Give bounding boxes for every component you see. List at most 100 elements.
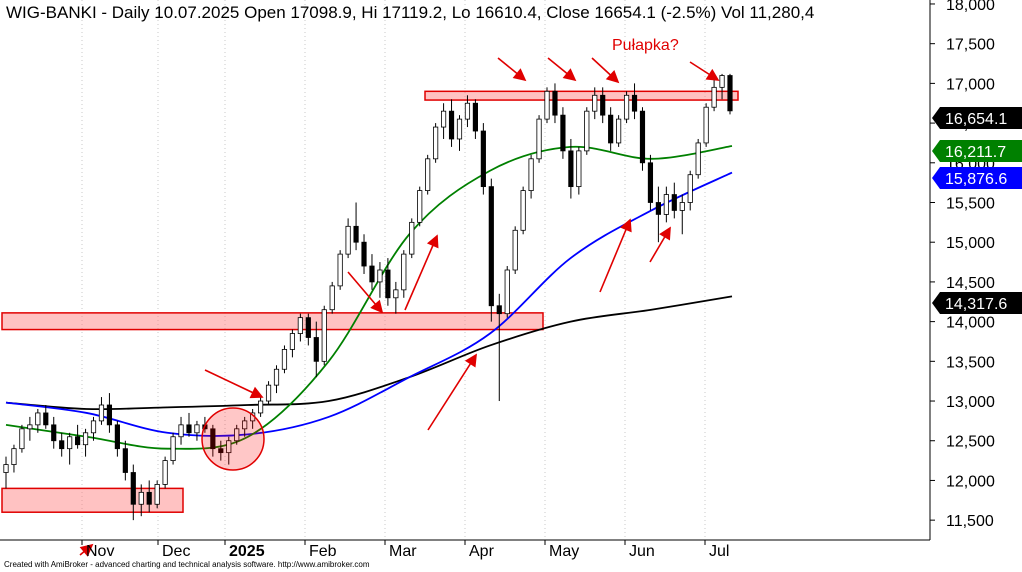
arrow-shaft — [427, 354, 477, 431]
candle-body — [616, 118, 622, 144]
candle-body — [440, 110, 447, 128]
candle-body — [82, 432, 89, 446]
price-badge: 15,876.6 — [932, 167, 1022, 189]
candle-body — [138, 491, 144, 505]
arrow-head — [79, 543, 94, 557]
candle-body — [536, 118, 542, 160]
candle-body — [663, 194, 669, 215]
y-tick-label: 15,500 — [946, 196, 995, 213]
x-tick-label: 2025 — [229, 543, 265, 560]
support-resistance-zones — [1, 90, 739, 513]
candle-body — [75, 436, 81, 446]
candle-body — [433, 126, 439, 160]
arrow-head — [562, 68, 577, 82]
x-tick-label: Jun — [629, 543, 655, 560]
price-badge-label: 16,211.7 — [945, 144, 1006, 161]
candle-body — [480, 130, 486, 188]
candle-body — [608, 114, 614, 144]
candle-body — [417, 190, 423, 223]
candle-body — [703, 106, 709, 144]
x-tick-label: May — [549, 543, 579, 560]
candle-body — [719, 75, 725, 88]
candle-body — [51, 424, 57, 442]
chart-title: WIG-BANKI - Daily 10.07.2025 Open 17098.… — [6, 3, 814, 22]
y-tick-label: 13,000 — [946, 394, 995, 411]
y-tick-label: 14,500 — [946, 275, 995, 292]
x-axis-ticks: Nov Dec 2025 Feb Mar Apr May Jun Jul — [81, 540, 729, 560]
candle-body — [67, 436, 73, 450]
candle-body — [337, 253, 343, 287]
y-tick-label: 17,500 — [946, 37, 995, 54]
candle-body — [560, 114, 566, 152]
candle-body — [488, 186, 494, 307]
candle-body — [544, 90, 550, 120]
candle-body — [273, 368, 280, 386]
x-tick-label: Jul — [709, 543, 729, 560]
candle-body — [361, 241, 367, 267]
candle-body — [27, 424, 33, 430]
zone-rect — [424, 90, 739, 101]
candle-body — [321, 309, 327, 362]
arrow-shaft — [404, 235, 438, 311]
candle-body — [122, 448, 128, 473]
candle-body — [345, 225, 351, 255]
annotations — [79, 57, 720, 557]
candle-body — [520, 190, 526, 231]
candle-body — [242, 420, 248, 430]
price-badge-label: 16,654.1 — [945, 111, 1007, 128]
candle-body — [234, 428, 240, 442]
candle-body — [647, 162, 654, 203]
y-tick-label: 12,500 — [946, 434, 995, 451]
candle-body — [576, 150, 582, 188]
candle-body — [592, 94, 598, 112]
candle-body — [671, 194, 677, 211]
x-tick-label: Feb — [309, 543, 337, 560]
candle-body — [631, 94, 638, 112]
candle-body — [369, 265, 375, 283]
candle-body — [655, 202, 661, 215]
y-tick-label: 15,000 — [946, 235, 995, 252]
arrow-head — [464, 353, 477, 368]
zone-rect — [1, 487, 184, 513]
candle-body — [178, 424, 184, 438]
ma-line — [5, 295, 733, 411]
candle-body — [210, 428, 216, 450]
arrow-head — [705, 68, 720, 81]
x-tick-label: Mar — [389, 543, 417, 560]
candle-body — [106, 404, 113, 426]
candle-body — [679, 202, 685, 211]
y-tick-label: 13,500 — [946, 354, 995, 371]
arrow-head — [620, 218, 632, 233]
candle-body — [600, 94, 606, 116]
candle-body — [695, 142, 701, 176]
candle-body — [456, 118, 463, 140]
candle-body — [19, 428, 25, 450]
trap-annotation: Pułapka? — [612, 37, 679, 54]
price-badges: 16,654.1 16,211.7 15,876.6 14,317.6 — [932, 107, 1022, 314]
candle-body — [154, 484, 160, 505]
y-tick-label: 11,500 — [946, 513, 994, 530]
candle-body — [623, 94, 630, 120]
candle-body — [409, 221, 415, 255]
price-badge-label: 15,876.6 — [945, 171, 1007, 188]
candle-body — [162, 460, 168, 485]
y-tick-label: 14,000 — [946, 315, 995, 332]
candle-body — [130, 472, 136, 505]
candle-body — [329, 285, 335, 311]
x-tick-label: Nov — [86, 543, 114, 560]
arrow-shaft — [599, 219, 631, 293]
candle-body — [496, 305, 502, 315]
price-badge: 14,317.6 — [932, 292, 1022, 314]
candle-body — [552, 90, 558, 116]
candle-body — [377, 269, 383, 283]
candle-body — [281, 349, 288, 370]
candle-body — [218, 448, 224, 454]
candle-body — [711, 86, 717, 108]
candle-body — [59, 440, 65, 450]
candle-body — [297, 317, 303, 334]
candle-body — [401, 253, 407, 291]
candle-body — [504, 269, 510, 315]
y-tick-label: 12,000 — [946, 473, 995, 490]
candle-body — [114, 424, 120, 450]
